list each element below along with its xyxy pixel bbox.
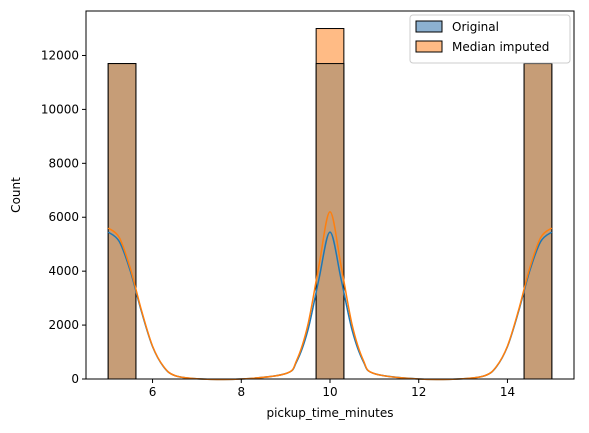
legend-patch-original [415,20,443,33]
legend-label-original: Original [452,20,499,34]
histogram-bars [107,28,553,380]
histogram-bar-original [107,63,137,380]
legend-box [409,14,571,64]
y-tick-label: 10000 [41,102,79,116]
y-axis-label: Count [9,177,23,213]
y-tick-label: 8000 [48,156,79,170]
y-tick-label: 4000 [48,264,79,278]
x-axis-ticks: 6 8 10 12 14 [149,379,515,399]
legend-patch-median-imputed [415,40,443,53]
y-tick-label: 6000 [48,210,79,224]
legend-label-median-imputed: Median imputed [452,40,549,54]
histogram-bar-original [523,63,553,380]
x-tick-label: 12 [411,385,426,399]
x-tick-label: 10 [322,385,337,399]
y-axis-ticks: 0 2000 4000 6000 8000 10000 12000 [41,48,86,386]
legend: Original Median imputed [409,14,571,64]
x-tick-label: 6 [149,385,157,399]
x-tick-label: 8 [237,385,245,399]
x-tick-label: 14 [500,385,515,399]
histogram-bar-original [315,63,345,380]
x-axis-label: pickup_time_minutes [266,406,393,420]
kde-lines [107,211,553,381]
y-tick-label: 2000 [48,318,79,332]
y-tick-label: 12000 [41,48,79,62]
y-tick-label: 0 [71,372,79,386]
kde-line-median-imputed [107,211,553,381]
